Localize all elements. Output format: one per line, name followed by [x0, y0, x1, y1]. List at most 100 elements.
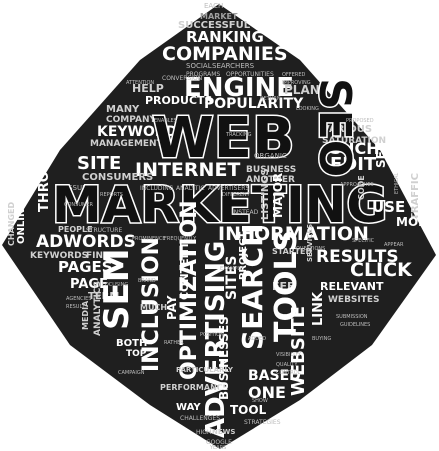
word-page: PAGE — [70, 277, 108, 292]
word-tool: TOOL — [230, 403, 267, 417]
word-code: CODE — [357, 175, 366, 200]
word-inclusion: INCLUSION — [139, 237, 164, 372]
word-website: WEBSITE — [288, 306, 309, 396]
word-business: BUSINESS — [246, 165, 296, 175]
word-performance: PERFORMANCE — [160, 383, 228, 392]
word-management: MANAGEMENT — [90, 139, 164, 149]
word-optimization: OPTIMIZATION — [177, 200, 202, 380]
word-organic: ORGANIC — [254, 152, 287, 160]
word-years: YEARS — [209, 445, 226, 451]
word-ethical: ETHICAL — [394, 173, 400, 194]
hero-seo: SEO — [309, 78, 360, 177]
word-popularity: POPULARITY — [204, 96, 304, 112]
word-link: LINK — [311, 291, 326, 326]
word-appear: APPEAR — [384, 242, 404, 248]
word-results: RESULTS — [316, 247, 399, 267]
word-rather: RATHER — [164, 340, 184, 346]
word-one: ONE — [248, 383, 286, 402]
word-pages: PAGES — [58, 258, 113, 276]
word-advertisers: ADVERTISERS — [208, 185, 249, 192]
word-proposed: PROPOSED — [346, 118, 374, 124]
word-high: HIGH — [196, 429, 211, 436]
word-term: TERM — [88, 291, 119, 302]
word-instead: INSTEAD — [232, 209, 259, 216]
word-searchers: SEARCHERS — [212, 62, 255, 70]
word-social: SOCIAL — [186, 62, 212, 70]
word-started: STARTED — [272, 247, 313, 256]
word-consumer: CONSUMER — [64, 202, 93, 208]
word-analytics: ANALYTICS — [93, 281, 103, 336]
word-added: ADDED — [248, 336, 266, 342]
word-edit: EDIT — [330, 154, 377, 175]
word-control: CONTROL — [276, 370, 301, 376]
word-through: THROUGH — [37, 139, 52, 212]
word-another: ANOTHER — [246, 175, 295, 185]
word-issues: ISSUES — [66, 184, 91, 192]
word-position: POSITION — [200, 332, 224, 338]
word-site: SITE — [77, 153, 121, 174]
word-based: BASED — [248, 368, 301, 384]
word-such: SUCH — [330, 139, 380, 158]
word-result: RESULT — [66, 304, 86, 310]
word-see: SEE — [374, 143, 388, 168]
word-content: CONTENT — [178, 241, 191, 300]
word-campaign: CAMPAIGN — [118, 370, 145, 376]
word-quality: QUALITY — [276, 362, 298, 368]
word-guidelines: GUIDELINES — [340, 322, 370, 328]
word-attention: ATTENTION — [126, 80, 154, 86]
word-services: SERVICES — [306, 224, 314, 262]
word-online: ONLINE — [16, 202, 27, 244]
word-people: PEOPLE — [58, 225, 93, 234]
word-google: GOOGLE — [206, 439, 232, 446]
word-news: NEWS — [212, 428, 235, 436]
word-use: USE — [372, 198, 405, 216]
word-specific: SPECIFIC — [352, 238, 375, 244]
word-traffic: TRAFFIC — [410, 173, 421, 220]
word-successful: SUCCESSFUL — [178, 20, 251, 31]
word-show: SHOW — [252, 398, 268, 404]
word-conversion: CONVERSION — [162, 75, 202, 82]
word-both: BOTH — [116, 338, 147, 349]
word-structure: STRUCTURE — [86, 227, 122, 234]
word-pay: PAY — [165, 295, 179, 320]
hero-marketing: MARKETING — [52, 176, 387, 234]
word-ranking: RANKING — [186, 28, 264, 46]
word-offered: OFFERED — [282, 72, 305, 78]
word-each: EACH — [204, 2, 223, 10]
word-top: TOP — [126, 349, 147, 359]
word-visibility: VISIBILITY — [276, 352, 302, 358]
word-submission: SUBMISSION — [336, 314, 368, 320]
word-market: MARKET — [200, 12, 238, 21]
word-improving: IMPROVING — [282, 80, 311, 86]
diamond-backdrop — [2, 4, 436, 449]
word-major: MAJOR — [271, 173, 285, 218]
word-strategies: STRATEGIES — [244, 419, 281, 426]
word-programs: PROGRAMS — [186, 71, 220, 78]
word-much: MUCH — [140, 303, 167, 312]
word-challenges: CHALLENGES — [180, 415, 220, 422]
word-advertising: ADVERTISING — [201, 241, 231, 438]
word-agencies: AGENCIES — [66, 296, 91, 302]
word-return: RETURN — [260, 96, 281, 102]
word-fee: FEE — [272, 280, 295, 293]
word-websites: WEBSITES — [328, 295, 380, 305]
word-reports: REPORTS — [100, 192, 123, 198]
word-sem: SEM — [97, 248, 137, 330]
word-different: DIFFERENT — [222, 192, 251, 198]
word-buying: BUYING — [312, 336, 331, 342]
word-changed: CHANGED — [7, 202, 16, 246]
word-plan: PLAN — [284, 83, 320, 97]
word-keyword: KEYWORD — [97, 124, 177, 140]
word-keywords: KEYWORDS — [30, 251, 88, 261]
word-way: WAY — [176, 402, 201, 413]
word-products: PRODUCTS — [145, 94, 213, 107]
word-project: PROJECT — [238, 232, 249, 280]
word-company: COMPANY — [106, 115, 156, 125]
word-tools: TOOLS — [269, 230, 304, 342]
word-companies: COMPANIES — [162, 43, 288, 65]
word-more: MORE — [396, 215, 436, 229]
word-listings: LISTINGS — [260, 168, 271, 220]
word-internet: INTERNET — [135, 159, 240, 181]
word-approaches: APPROACHES — [340, 182, 374, 188]
